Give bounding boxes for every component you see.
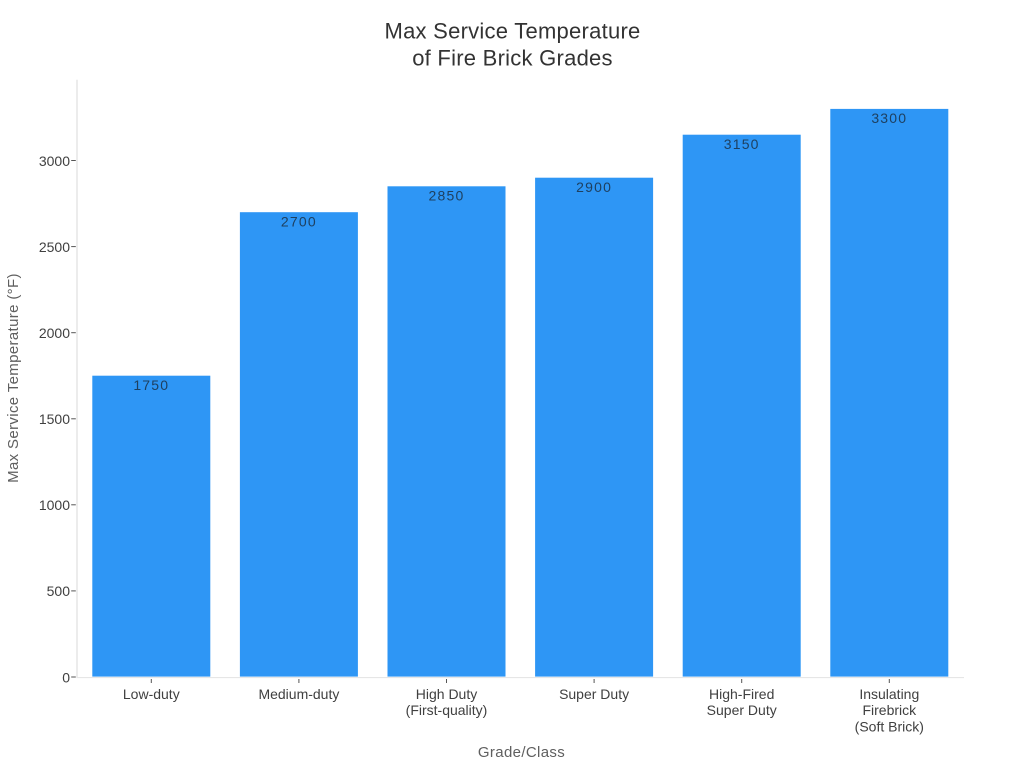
svg-text:Grade/Class: Grade/Class [478,744,565,761]
svg-text:Firebrick: Firebrick [862,702,917,718]
svg-text:High-Fired: High-Fired [709,686,774,702]
svg-text:Super Duty: Super Duty [559,686,629,702]
svg-text:1500: 1500 [39,411,70,427]
svg-text:Insulating: Insulating [859,686,919,702]
svg-text:(First-quality): (First-quality) [406,702,488,718]
svg-text:Low-duty: Low-duty [123,686,180,702]
svg-text:2000: 2000 [39,325,70,341]
svg-text:1000: 1000 [39,497,70,513]
svg-text:2900: 2900 [576,179,612,195]
svg-text:2700: 2700 [281,214,317,230]
svg-text:Max Service Temperature (°F): Max Service Temperature (°F) [5,273,22,483]
svg-text:High Duty: High Duty [416,686,477,702]
svg-text:Medium-duty: Medium-duty [258,686,339,702]
svg-text:2850: 2850 [429,188,465,204]
svg-text:of Fire Brick Grades: of Fire Brick Grades [412,45,613,70]
svg-text:2500: 2500 [39,239,70,255]
svg-text:1750: 1750 [133,377,169,393]
svg-text:(Soft Brick): (Soft Brick) [855,719,924,735]
svg-text:500: 500 [47,583,71,599]
svg-text:Super Duty: Super Duty [707,702,777,718]
svg-text:3000: 3000 [39,153,70,169]
svg-text:3150: 3150 [724,136,760,152]
svg-text:Max Service Temperature: Max Service Temperature [385,18,641,43]
svg-text:3300: 3300 [871,110,907,126]
svg-text:0: 0 [62,669,70,685]
